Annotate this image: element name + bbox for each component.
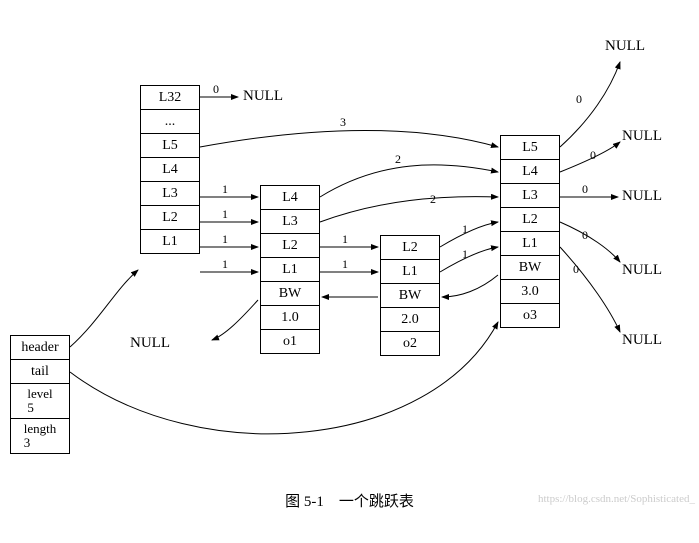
- node3-cell-2: L3: [500, 183, 560, 208]
- null-r3: NULL: [622, 262, 662, 279]
- span-n1l3: 2: [430, 192, 436, 207]
- null-r4: NULL: [622, 332, 662, 349]
- span-n1l2: 1: [342, 232, 348, 247]
- node2-cell-0: L2: [380, 235, 440, 260]
- node3-cell-0: L5: [500, 135, 560, 160]
- header-cell-3: L4: [140, 157, 200, 182]
- span-hl3: 1: [222, 207, 228, 222]
- node3-cell-4: L1: [500, 231, 560, 256]
- header-cell-5: L2: [140, 205, 200, 230]
- span-n2l1: 1: [462, 247, 468, 262]
- node1-cell-5: 1.0: [260, 305, 320, 330]
- span-n3l1: 0: [573, 262, 579, 277]
- node2-cell-3: 2.0: [380, 307, 440, 332]
- null-top-right: NULL: [605, 38, 645, 55]
- list-cell-2: level 5: [10, 383, 70, 419]
- node3-cell-3: L2: [500, 207, 560, 232]
- span-hl1: 1: [222, 257, 228, 272]
- node1-cell-4: BW: [260, 281, 320, 306]
- null-r2: NULL: [622, 188, 662, 205]
- list-cell-1: tail: [10, 359, 70, 384]
- span-l32: 0: [213, 82, 219, 97]
- list-cell-3: length 3: [10, 418, 70, 454]
- span-n3l2: 0: [582, 228, 588, 243]
- span-n3l4: 0: [590, 148, 596, 163]
- node3-cell-5: BW: [500, 255, 560, 280]
- node1-cell-3: L1: [260, 257, 320, 282]
- node1-cell-2: L2: [260, 233, 320, 258]
- node3-cell-7: o3: [500, 303, 560, 328]
- span-n3l3: 0: [582, 182, 588, 197]
- header-cell-1: ...: [140, 109, 200, 134]
- node2-cell-4: o2: [380, 331, 440, 356]
- span-n1l4: 2: [395, 152, 401, 167]
- header-cell-6: L1: [140, 229, 200, 254]
- span-n2l2: 1: [462, 222, 468, 237]
- node3-cell-1: L4: [500, 159, 560, 184]
- node2-cell-2: BW: [380, 283, 440, 308]
- watermark: https://blog.csdn.net/Sophisticated_: [538, 493, 695, 505]
- list-cell-0: header: [10, 335, 70, 360]
- span-n1l1: 1: [342, 257, 348, 272]
- null-r1: NULL: [622, 128, 662, 145]
- null-bw-header: NULL: [130, 335, 170, 352]
- header-cell-4: L3: [140, 181, 200, 206]
- span-hl2: 1: [222, 232, 228, 247]
- node3-cell-6: 3.0: [500, 279, 560, 304]
- span-hl5-n3l5: 3: [340, 115, 346, 130]
- node1-cell-6: o1: [260, 329, 320, 354]
- null-after-l32: NULL: [243, 88, 283, 105]
- node2-cell-1: L1: [380, 259, 440, 284]
- node1-cell-1: L3: [260, 209, 320, 234]
- header-cell-0: L32: [140, 85, 200, 110]
- span-hl4: 1: [222, 182, 228, 197]
- node1-cell-0: L4: [260, 185, 320, 210]
- header-cell-2: L5: [140, 133, 200, 158]
- span-n3l5: 0: [576, 92, 582, 107]
